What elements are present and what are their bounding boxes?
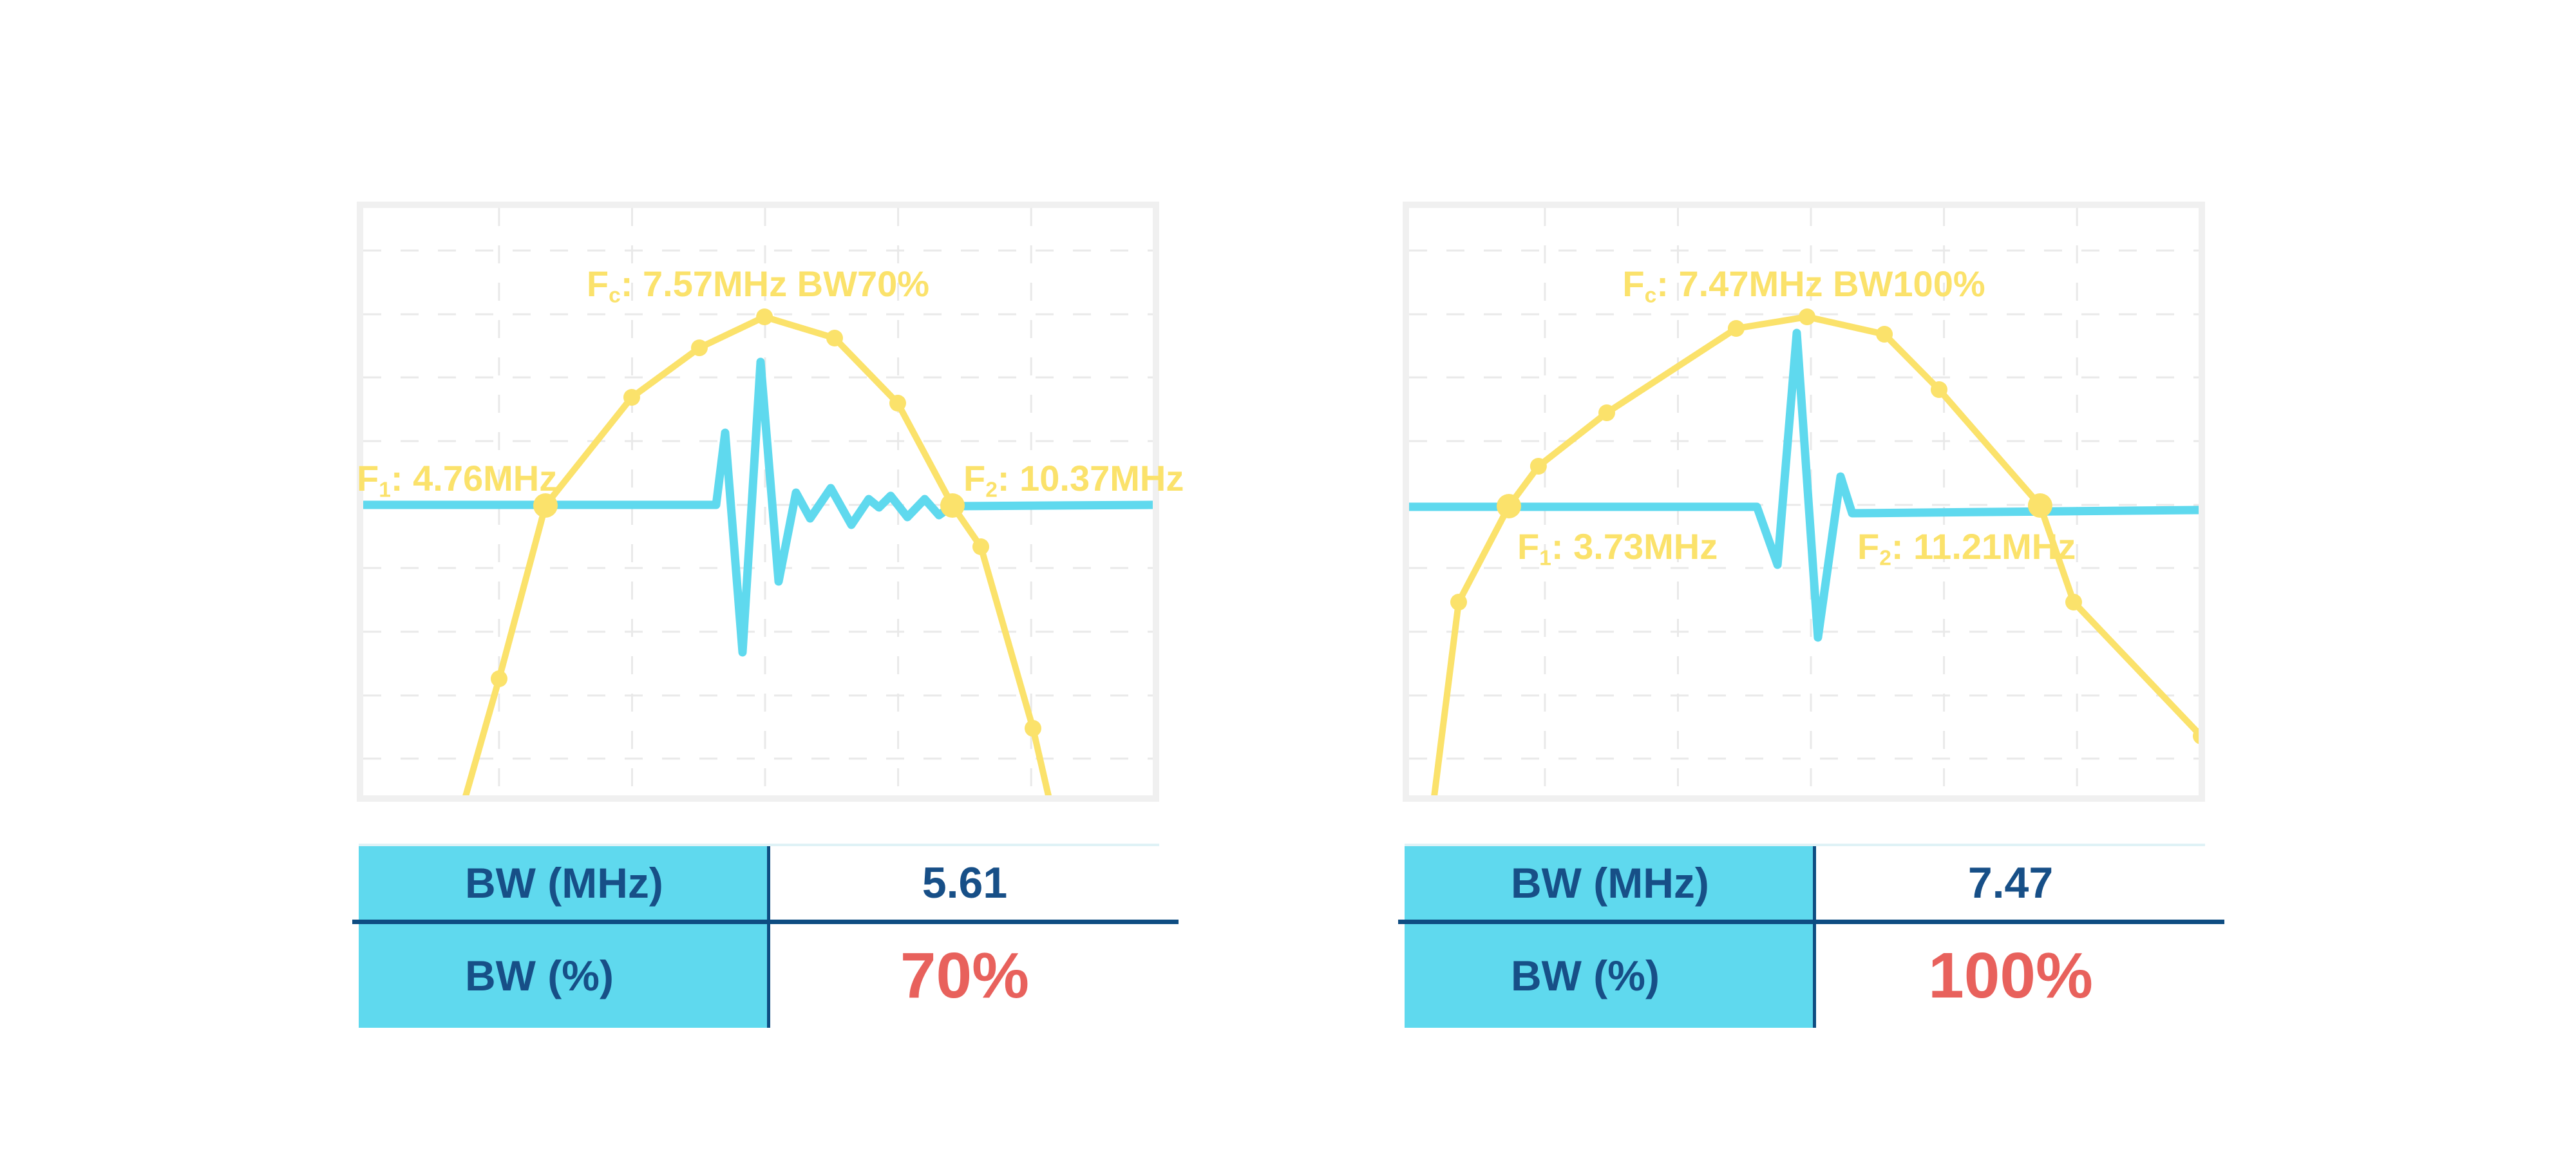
spectrum-plot-bw100 — [1403, 202, 2205, 802]
bw-mhz-label-text: BW (MHz) — [1511, 859, 1709, 907]
bw-mhz-value: 7.47 — [1967, 858, 2054, 907]
bw-pct-value: 70% — [900, 939, 1030, 1012]
center-frequency-label: Fc: 7.47MHz BW100% — [1482, 263, 2126, 308]
bw-mhz-row-label: BW (MHz) — [359, 846, 767, 920]
f2-value-text: : 10.37MHz — [997, 458, 1184, 498]
f2-symbol: F — [963, 458, 986, 498]
f2-symbol: F — [1857, 526, 1880, 567]
table-top-border — [1405, 844, 2205, 846]
fc-subscript: c — [609, 283, 621, 308]
spectrum-plot-bw70 — [357, 202, 1159, 802]
f1-frequency-label: F1: 4.76MHz — [357, 457, 557, 502]
f1-subscript: 1 — [1539, 546, 1551, 571]
table-header-column-background — [1405, 846, 1813, 1028]
f1-symbol: F — [357, 458, 379, 498]
bw-pct-label-text: BW (%) — [465, 952, 614, 999]
bw-pct-label-text: BW (%) — [1511, 952, 1660, 999]
table-row-divider — [352, 920, 1179, 924]
bw-pct-row-label: BW (%) — [1405, 923, 1813, 1028]
panel-bw70: Fc: 7.57MHz BW70% F1: 4.76MHz F2: 10.37M… — [352, 0, 1291, 1154]
fc-value-text: : 7.57MHz BW70% — [620, 263, 930, 304]
table-header-column-background — [359, 846, 767, 1028]
fc-symbol: F — [1622, 263, 1645, 304]
bw-mhz-row-label: BW (MHz) — [1405, 846, 1813, 920]
fc-subscript: c — [1644, 283, 1657, 308]
bw-mhz-value: 5.61 — [922, 858, 1008, 907]
table-column-divider — [767, 846, 770, 1028]
f2-frequency-label: F2: 11.21MHz — [1857, 525, 2076, 571]
bw-mhz-label-text: BW (MHz) — [465, 859, 663, 907]
bw-pct-value: 100% — [1928, 939, 2093, 1012]
f1-symbol: F — [1517, 526, 1540, 567]
center-frequency-label: Fc: 7.57MHz BW70% — [436, 263, 1080, 308]
f2-subscript: 2 — [1879, 546, 1891, 571]
spectrum-chart-bw100 — [1409, 208, 2199, 795]
fc-value-text: : 7.47MHz BW100% — [1656, 263, 1985, 304]
table-column-divider — [1813, 846, 1816, 1028]
f2-frequency-label: F2: 10.37MHz — [963, 457, 1184, 502]
f1-value-text: : 3.73MHz — [1551, 526, 1718, 567]
f1-frequency-label: F1: 3.73MHz — [1517, 525, 1718, 571]
f2-value-text: : 11.21MHz — [1891, 526, 2076, 567]
table-top-border — [359, 844, 1159, 846]
panel-bw100: Fc: 7.47MHz BW100% F1: 3.73MHz F2: 11.21… — [1398, 0, 2336, 1154]
fc-symbol: F — [586, 263, 609, 304]
f1-subscript: 1 — [379, 478, 391, 502]
f1-value-text: : 4.76MHz — [390, 458, 558, 498]
spectrum-chart-bw70 — [363, 208, 1153, 795]
bw-pct-row-label: BW (%) — [359, 923, 767, 1028]
table-row-divider — [1398, 920, 2224, 924]
f2-subscript: 2 — [985, 478, 998, 502]
